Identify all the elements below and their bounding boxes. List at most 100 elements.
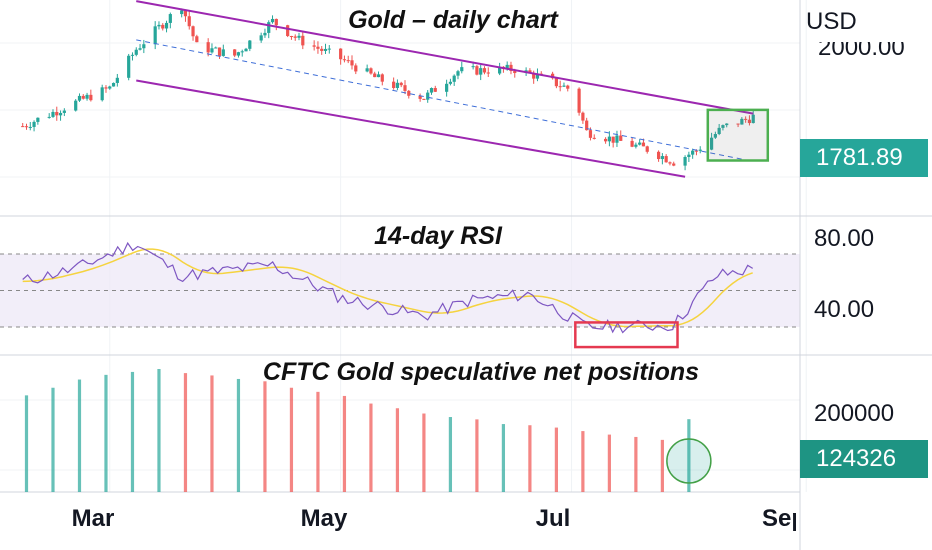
candle-body (577, 88, 581, 113)
candle-body (554, 78, 558, 87)
candle-body (236, 52, 241, 56)
x-label-mar: Mar (71, 505, 115, 532)
candle-body (24, 126, 29, 128)
rsi-tick-label-40: 40.00 (814, 296, 875, 323)
candle-body (240, 51, 244, 53)
candle-body (585, 120, 589, 131)
candle-body (244, 48, 248, 52)
price-panel (21, 0, 770, 178)
candle-body (153, 26, 157, 45)
candle-body (395, 82, 400, 88)
candle-body (426, 92, 430, 100)
currency-label: USD (806, 8, 857, 35)
candle-body (293, 36, 297, 38)
candle-body (183, 10, 188, 17)
oversold-highlight-box (574, 321, 679, 349)
candle-body (694, 150, 699, 152)
candle-body (592, 137, 596, 139)
candle-body (339, 48, 343, 60)
candle-body (452, 75, 456, 82)
candle-body (320, 48, 324, 51)
candle-body (217, 47, 222, 56)
rsi-panel (0, 241, 800, 349)
cftc-bar (342, 395, 347, 492)
candle-body (316, 46, 320, 49)
candle-body (248, 40, 252, 49)
cftc-highlight-circle (666, 438, 712, 484)
candle-body (456, 71, 460, 76)
cftc-bar (395, 408, 400, 492)
channel-mid-line (136, 39, 746, 161)
cftc-bar (422, 413, 426, 492)
candle-body (588, 130, 593, 138)
candle-body (51, 111, 55, 117)
candle-body (736, 123, 740, 125)
candle-body (407, 90, 411, 96)
breakout-highlight-box (706, 108, 770, 162)
cftc-chart-title: CFTC Gold speculative net positions (262, 358, 700, 386)
candle-body (77, 95, 82, 101)
candle-body (100, 87, 104, 101)
candle-body (142, 44, 146, 49)
candle-body (191, 26, 195, 37)
candle-body (74, 100, 78, 111)
candle-body (619, 135, 623, 141)
candle-body (233, 49, 237, 56)
candle-body (532, 72, 536, 79)
cftc-bar (289, 387, 294, 492)
candle-body (604, 138, 608, 142)
candle-body (270, 18, 275, 23)
candle-body (104, 87, 108, 89)
candle-body (376, 74, 381, 78)
candle-body (698, 149, 702, 151)
candle-body (168, 14, 172, 23)
cftc-bar (210, 375, 214, 492)
candle-body (127, 55, 131, 78)
candle-body (354, 65, 358, 72)
candle-body (346, 60, 350, 62)
cftc-tick-label: 200000 (814, 400, 895, 427)
candle-body (392, 81, 396, 88)
candle-body (180, 10, 184, 15)
candle-body (638, 142, 642, 145)
candle-body (713, 134, 717, 138)
candle-body (641, 142, 646, 147)
cftc-bar (448, 417, 453, 492)
cftc-bar (183, 373, 188, 492)
candle-body (672, 163, 676, 166)
candle-body (380, 74, 384, 82)
candle-body (62, 110, 66, 113)
candle-body (630, 140, 634, 147)
candle-body (259, 35, 263, 41)
candle-body (312, 45, 316, 47)
candle-body (717, 127, 721, 135)
candle-body (645, 146, 649, 152)
candle-body (429, 88, 434, 93)
candle-body (691, 150, 695, 155)
candle-body (297, 35, 301, 38)
candle-body (687, 154, 691, 157)
candle-body (460, 67, 464, 72)
candle-body (418, 95, 422, 99)
candle-body (108, 86, 112, 89)
candle-body (134, 49, 138, 55)
cftc-bar (660, 439, 664, 492)
candle-body (664, 156, 668, 163)
candle-body (210, 48, 214, 53)
candle-body (373, 73, 377, 78)
channel-upper-line (136, 0, 754, 115)
candle-body (350, 60, 354, 66)
cftc-bar (581, 431, 585, 492)
rsi-tick-label-80: 80.00 (814, 225, 875, 252)
cftc-bar (634, 436, 638, 492)
cftc-panel (24, 369, 712, 492)
cftc-bar (130, 371, 135, 492)
cftc-bar (51, 387, 55, 492)
candle-body (509, 64, 513, 72)
candle-body (683, 156, 687, 166)
candle-body (130, 54, 135, 56)
candle-body (535, 73, 540, 79)
candle-body (28, 126, 32, 128)
candle-body (482, 68, 487, 73)
